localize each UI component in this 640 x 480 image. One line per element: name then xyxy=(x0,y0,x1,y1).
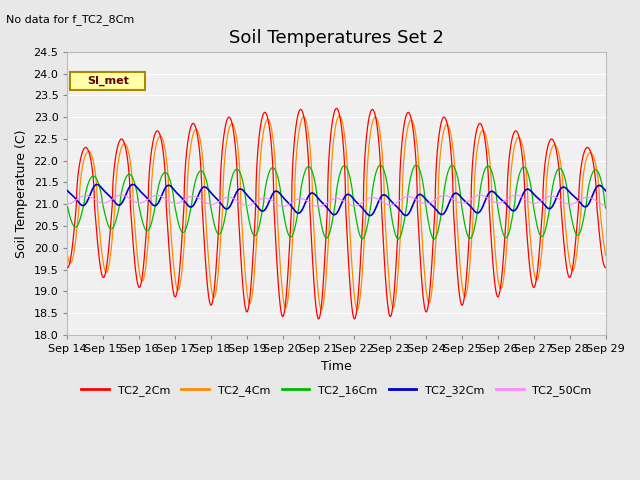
TC2_16Cm xyxy=(318,225,326,231)
Y-axis label: Soil Temperature (C): Soil Temperature (C) xyxy=(15,129,28,258)
TC2_50Cm xyxy=(319,203,326,208)
TC2_16Cm xyxy=(412,162,420,168)
TC2_16Cm xyxy=(472,216,480,222)
TC2_32Cm xyxy=(129,181,136,187)
Text: SI_met: SI_met xyxy=(87,76,129,86)
TC2_32Cm xyxy=(573,196,580,202)
TC2_2Cm xyxy=(457,300,465,306)
Line: TC2_16Cm: TC2_16Cm xyxy=(67,165,605,239)
TC2_4Cm xyxy=(63,252,71,258)
TC2_50Cm xyxy=(602,203,609,208)
TC2_2Cm xyxy=(318,294,326,300)
Line: TC2_4Cm: TC2_4Cm xyxy=(67,116,605,310)
Legend: TC2_2Cm, TC2_4Cm, TC2_16Cm, TC2_32Cm, TC2_50Cm: TC2_2Cm, TC2_4Cm, TC2_16Cm, TC2_32Cm, TC… xyxy=(77,381,596,400)
TC2_16Cm xyxy=(573,232,580,238)
TC2_50Cm xyxy=(246,202,254,208)
TC2_2Cm xyxy=(472,130,480,135)
TC2_32Cm xyxy=(602,188,609,193)
TC2_50Cm xyxy=(63,201,71,207)
FancyBboxPatch shape xyxy=(70,72,145,90)
TC2_4Cm xyxy=(318,306,326,312)
X-axis label: Time: Time xyxy=(321,360,352,372)
TC2_16Cm xyxy=(579,218,587,224)
TC2_50Cm xyxy=(315,204,323,209)
TC2_32Cm xyxy=(318,200,326,205)
Line: TC2_32Cm: TC2_32Cm xyxy=(67,184,605,216)
TC2_32Cm xyxy=(472,210,480,216)
Title: Soil Temperatures Set 2: Soil Temperatures Set 2 xyxy=(229,29,444,48)
TC2_50Cm xyxy=(457,200,465,206)
TC2_2Cm xyxy=(315,316,323,322)
TC2_4Cm xyxy=(246,300,254,306)
TC2_50Cm xyxy=(573,199,580,205)
Line: TC2_50Cm: TC2_50Cm xyxy=(67,195,605,206)
TC2_2Cm xyxy=(602,264,609,270)
TC2_4Cm xyxy=(472,156,480,161)
Text: No data for f_TC2_8Cm: No data for f_TC2_8Cm xyxy=(6,14,134,25)
TC2_32Cm xyxy=(63,188,71,193)
TC2_16Cm xyxy=(246,223,254,229)
TC2_16Cm xyxy=(63,204,71,210)
TC2_50Cm xyxy=(118,192,125,198)
TC2_2Cm xyxy=(63,264,71,270)
TC2_32Cm xyxy=(366,213,374,218)
TC2_16Cm xyxy=(394,236,402,242)
TC2_4Cm xyxy=(579,174,587,180)
TC2_2Cm xyxy=(579,153,587,159)
TC2_4Cm xyxy=(602,252,609,258)
Line: TC2_2Cm: TC2_2Cm xyxy=(67,108,605,319)
TC2_50Cm xyxy=(472,193,480,199)
TC2_16Cm xyxy=(602,205,609,211)
TC2_2Cm xyxy=(573,228,580,234)
TC2_4Cm xyxy=(573,252,580,258)
TC2_32Cm xyxy=(246,196,254,202)
TC2_32Cm xyxy=(579,203,587,209)
TC2_2Cm xyxy=(333,106,340,111)
TC2_2Cm xyxy=(246,290,254,296)
TC2_16Cm xyxy=(457,198,465,204)
TC2_50Cm xyxy=(579,195,587,201)
TC2_32Cm xyxy=(457,194,465,200)
TC2_4Cm xyxy=(335,113,343,119)
TC2_4Cm xyxy=(457,273,465,278)
TC2_4Cm xyxy=(317,307,325,313)
